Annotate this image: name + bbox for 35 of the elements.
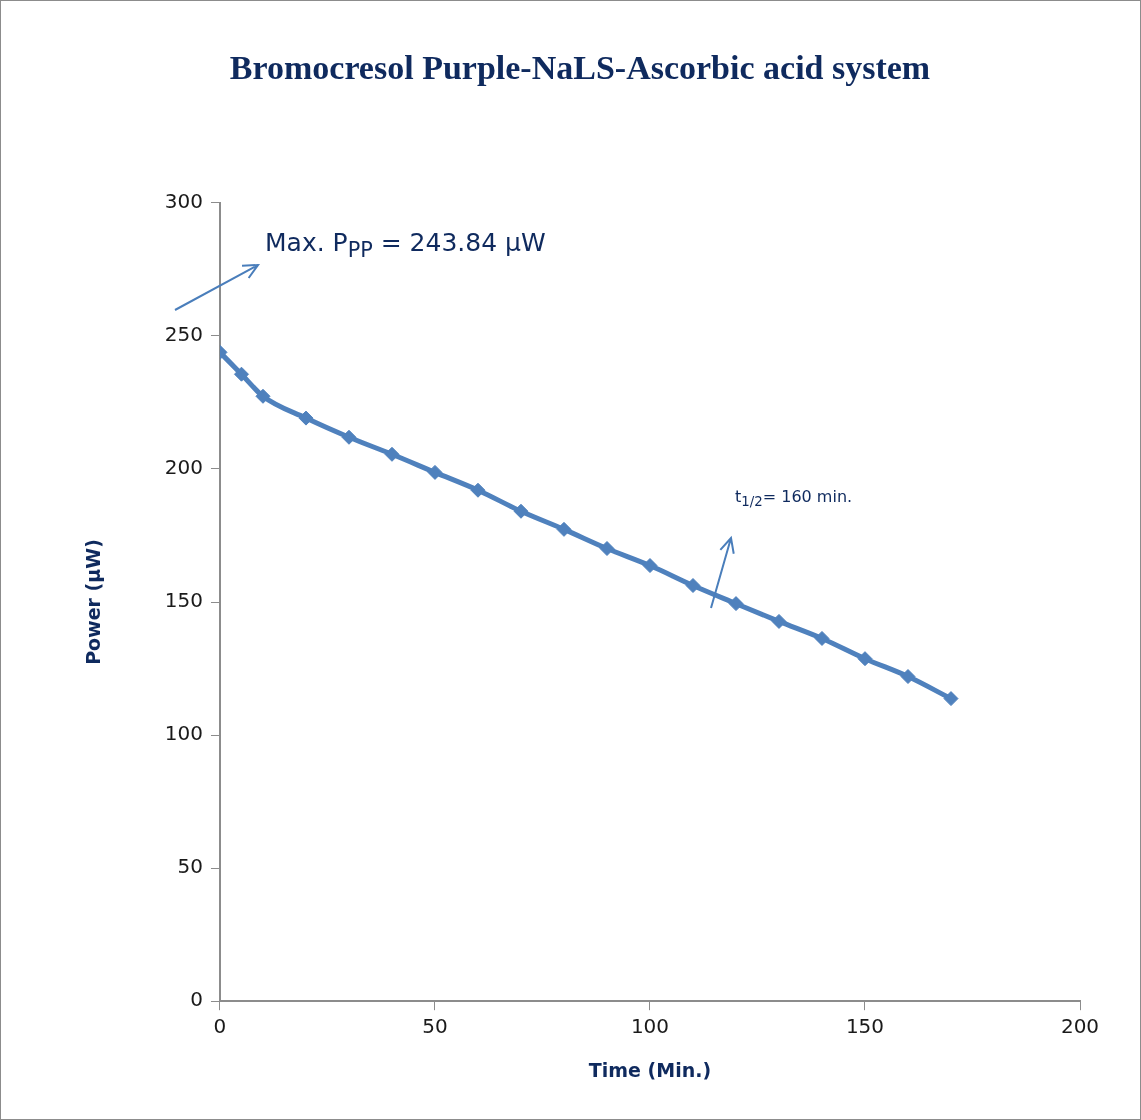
y-tick-label: 150 — [164, 588, 203, 613]
point — [513, 503, 529, 519]
point — [556, 521, 572, 537]
point — [814, 630, 830, 646]
y-tick-label: 50 — [177, 854, 203, 879]
x-tick-label: 50 — [422, 1014, 448, 1039]
point — [642, 558, 658, 574]
point — [599, 541, 615, 557]
y-tick-label: 250 — [164, 322, 203, 347]
x-tick-label: 200 — [1060, 1014, 1100, 1039]
point — [685, 578, 701, 593]
point — [341, 429, 357, 445]
point — [384, 446, 400, 462]
x-tick-label: 0 — [213, 1014, 227, 1039]
y-tick-label: 300 — [164, 189, 203, 213]
point — [427, 464, 443, 480]
point — [233, 366, 249, 382]
y-tick-label: 200 — [164, 455, 203, 480]
point — [470, 482, 486, 498]
y-tick-label: 0 — [190, 987, 203, 1012]
point — [900, 669, 916, 685]
annotation: Max. P$_{PP}$ = 243.84 µW — [265, 228, 546, 262]
x-axis-title: Time (Min.) — [588, 1058, 712, 1081]
point — [728, 596, 744, 612]
point — [255, 388, 271, 404]
chart-title: Bromocresol Purple-NaLS-Ascorbic acid system — [229, 49, 931, 87]
annotation: t$_{1/2}$= 160 min. — [735, 487, 853, 510]
point — [298, 410, 314, 426]
point — [771, 613, 787, 629]
point — [857, 651, 873, 667]
y-axis-title: Power (µW) — [82, 539, 105, 665]
x-tick-label: 100 — [630, 1014, 670, 1039]
y-tick-label: 100 — [164, 721, 203, 746]
point — [943, 691, 959, 707]
x-tick-label: 150 — [845, 1014, 885, 1039]
